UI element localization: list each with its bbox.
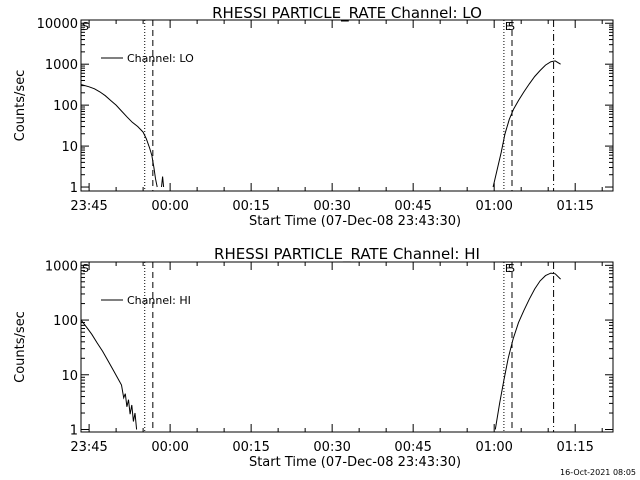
plot1-series-line bbox=[80, 84, 158, 188]
plot1-xtick-label: 00:30 bbox=[313, 199, 350, 214]
plot2-legend-label: Channel: HI bbox=[127, 294, 191, 307]
plot1-xtick-label: 01:15 bbox=[556, 199, 593, 214]
plot1-title: RHESSI PARTICLE_RATE Channel: LO bbox=[212, 4, 482, 23]
plot1-xtick-label: 00:00 bbox=[151, 199, 188, 214]
plot1-ytick-label: 1000 bbox=[45, 58, 78, 73]
plot2-xtick-label: 00:00 bbox=[151, 440, 188, 455]
plot1-xtick-label: 00:15 bbox=[232, 199, 269, 214]
plot2-ylabel: Counts/sec bbox=[13, 311, 28, 383]
plot2-xtick-label: 01:15 bbox=[556, 440, 593, 455]
plot1-xlabel: Start Time (07-Dec-08 23:43:30) bbox=[249, 214, 461, 229]
plot2-xtick-label: 00:15 bbox=[232, 440, 269, 455]
plot2-series-line bbox=[494, 272, 561, 430]
plot1-ytick-label: 10 bbox=[61, 140, 78, 155]
plot1-xtick-label: 01:00 bbox=[475, 199, 512, 214]
plot2-frame bbox=[80, 261, 614, 433]
plot2-xtick-label: 23:45 bbox=[70, 440, 107, 455]
plot2-xlabel: Start Time (07-Dec-08 23:43:30) bbox=[249, 455, 461, 470]
plot1-ytick-label: 100 bbox=[53, 99, 78, 114]
plot2-xtick-label: 00:30 bbox=[313, 440, 350, 455]
plot2-xtick-label: 00:45 bbox=[394, 440, 431, 455]
plot2-xtick-label: 01:00 bbox=[475, 440, 512, 455]
plot2-ytick-label: 10 bbox=[61, 369, 78, 384]
footer-timestamp: 16-Oct-2021 08:05 bbox=[560, 468, 636, 477]
plot1-ytick-label: 1 bbox=[70, 181, 78, 196]
plot2-marker-end: E bbox=[505, 262, 512, 275]
plot1-ytick-label: 10000 bbox=[37, 17, 78, 32]
plot1-series-line bbox=[161, 176, 165, 188]
plot2-title: RHESSI PARTICLE_RATE Channel: HI bbox=[214, 245, 480, 264]
plot1-xtick-label: 23:45 bbox=[70, 199, 107, 214]
plot1-marker-start: S bbox=[82, 20, 89, 33]
plot1-xtick-label: 00:45 bbox=[394, 199, 431, 214]
plot1-legend-label: Channel: LO bbox=[127, 52, 194, 65]
plot1-marker-end: E bbox=[505, 20, 512, 33]
plot2-marker-mid: S bbox=[508, 262, 515, 275]
plot1-frame bbox=[80, 19, 614, 192]
plot1-series-line bbox=[492, 60, 561, 188]
plot2-ytick-label: 1 bbox=[70, 423, 78, 438]
plot2-ytick-label: 1000 bbox=[45, 259, 78, 274]
plot1-marker-mid: S bbox=[508, 20, 515, 33]
plot1-ylabel: Counts/sec bbox=[13, 70, 28, 142]
plot2-ytick-label: 100 bbox=[53, 314, 78, 329]
plot2-series-line bbox=[80, 319, 138, 430]
plot2-marker-start: S bbox=[82, 262, 89, 275]
